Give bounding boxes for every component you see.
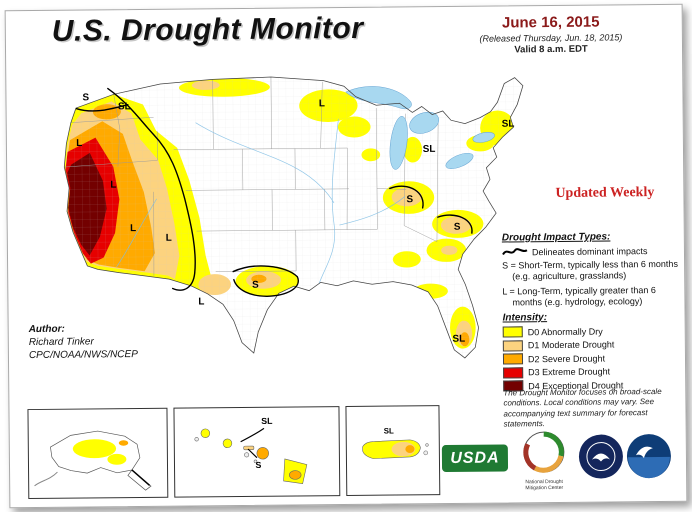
- impact-line-ohio: [389, 185, 424, 209]
- page-title: U.S. Drought Monitor: [51, 11, 364, 48]
- noaa-logo-icon: [626, 434, 671, 479]
- hawaii-inset: SL S: [173, 406, 341, 498]
- impact-label: S: [406, 194, 413, 205]
- culebra-island: [425, 443, 429, 447]
- lake-huron: [409, 111, 439, 134]
- d0-alaska-interior: [72, 439, 117, 459]
- impact-label: SL: [384, 426, 394, 435]
- impact-types-legend: Drought Impact Types: Delineates dominan…: [502, 231, 683, 312]
- conus-drought-map: S SL L L L L L S L SL SL S S SL: [20, 48, 571, 403]
- big-island-d2-patch: [289, 470, 302, 480]
- impact-label: L: [319, 98, 325, 109]
- impact-label: S: [252, 280, 259, 291]
- impact-label: SL: [423, 144, 436, 155]
- d2-alaska-spot: [118, 440, 129, 446]
- legend-row-d3: D3 Extreme Drought: [503, 365, 683, 378]
- kahoolawe-island: [253, 459, 258, 464]
- impact-label: S: [454, 222, 461, 233]
- impact-types-heading: Drought Impact Types:: [501, 231, 611, 244]
- usda-logo-text: USDA: [450, 449, 500, 467]
- d3-label: D3 Extreme Drought: [528, 366, 611, 378]
- d2-puerto-rico: [405, 445, 415, 454]
- d0-swatch: [502, 326, 523, 338]
- d1-label: D1 Moderate Drought: [527, 339, 615, 351]
- hawaii-impact-lines: [240, 427, 265, 459]
- rivers: [116, 118, 406, 290]
- lake-michigan: [389, 116, 408, 170]
- impact-squiggle-icon: [502, 248, 528, 256]
- usda-logo: USDA: [441, 444, 509, 473]
- delineates-label: Delineates dominant impacts: [531, 245, 648, 257]
- aleutian-islands: [34, 471, 58, 487]
- alaska-panhandle: [127, 469, 152, 491]
- author-org: CPC/NOAA/NWS/NCEP: [28, 349, 138, 362]
- impact-label: SL: [502, 119, 515, 130]
- author-label: Author:: [28, 323, 65, 336]
- impact-type-labels: S SL L L L L L S L SL SL S S SL: [76, 92, 515, 345]
- legend-row-d1: D1 Moderate Drought: [502, 338, 683, 351]
- impact-label: SL: [118, 101, 131, 112]
- alaska-inset: [27, 407, 169, 500]
- commerce-seal: [578, 433, 624, 479]
- impact-line-virginia: [437, 214, 473, 234]
- maui-island: [256, 447, 269, 460]
- author-name: Richard Tinker: [28, 336, 94, 349]
- vieques-island: [423, 450, 428, 456]
- d0-label: D0 Abnormally Dry: [527, 326, 603, 337]
- d2-label: D2 Severe Drought: [527, 353, 606, 364]
- legend-row-d2: D2 Severe Drought: [502, 352, 683, 365]
- d0-alaska-east: [107, 453, 127, 465]
- impact-boundary-lines: [75, 87, 473, 297]
- intensity-legend: Intensity: D0 Abnormally Dry D1 Moderate…: [503, 311, 684, 394]
- alaska-map-svg: [34, 430, 152, 491]
- impact-label: L: [166, 233, 172, 244]
- author-block: Author: Richard Tinker CPC/NOAA/NWS/NCEP: [29, 322, 138, 362]
- oahu-island: [222, 438, 233, 449]
- noaa-logo: [626, 433, 672, 479]
- legend-row-d0: D0 Abnormally Dry: [502, 325, 683, 338]
- d3-swatch: [503, 366, 524, 378]
- impact-label: SL: [261, 416, 273, 426]
- impact-line-oklahoma: [232, 265, 299, 297]
- puerto-rico-map-svg: SL: [362, 426, 429, 459]
- disclaimer-text: The Drought Monitor focuses on broad-sca…: [503, 386, 662, 429]
- impact-label: S: [255, 460, 261, 470]
- d1-swatch: [502, 339, 523, 351]
- intensity-heading: Intensity:: [502, 312, 548, 324]
- state-borders: [64, 77, 439, 276]
- impact-label: L: [110, 180, 116, 191]
- impact-label: SL: [452, 334, 465, 345]
- report-date: June 16, 2015: [501, 13, 600, 32]
- us-outline: [63, 76, 524, 359]
- niihau-island: [194, 437, 199, 442]
- updated-weekly-note: Updated Weekly: [555, 185, 655, 201]
- lake-erie: [445, 152, 474, 169]
- hawaii-map-svg: SL S: [194, 416, 308, 485]
- lanai-island: [244, 452, 250, 458]
- conus-map-svg: S SL L L L L L S L SL SL S S SL: [63, 74, 526, 362]
- short-term-definition: S = Short-Term, typically less than 6 mo…: [502, 258, 678, 282]
- impact-label: L: [198, 296, 204, 307]
- commerce-seal-icon: [578, 434, 623, 479]
- ndmc-caption: National Drought Mitigation Center: [525, 478, 564, 491]
- impact-line-washington: [75, 103, 129, 112]
- d2-swatch: [502, 353, 524, 365]
- lake-ontario: [472, 132, 495, 143]
- impact-label: L: [76, 138, 82, 149]
- long-term-definition: L = Long-Term, typically greater than 6 …: [502, 284, 656, 308]
- puerto-rico-inset: SL: [345, 405, 441, 497]
- ndmc-logo: National Drought Mitigation Center: [514, 430, 575, 495]
- alaska-impact-line: [131, 469, 151, 486]
- impact-label: S: [82, 92, 89, 103]
- impact-label: L: [130, 223, 136, 234]
- drought-monitor-page: U.S. Drought Monitor June 16, 2015 (Rele…: [4, 3, 688, 509]
- ndmc-logo-icon: [523, 431, 565, 473]
- kauai-island: [200, 428, 211, 438]
- impact-line-west: [107, 87, 196, 291]
